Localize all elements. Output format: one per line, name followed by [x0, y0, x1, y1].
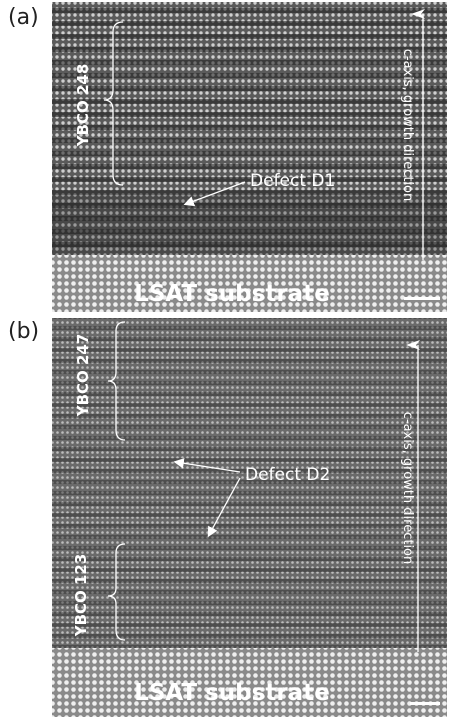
scale-bar: [410, 702, 440, 705]
panel-b: (b) YBCO 247 Defect D2 YBCO 123 c-axis, …: [8, 318, 447, 717]
defect-label: Defect D1: [250, 171, 335, 191]
axis-label: c-axis, growth direction: [400, 412, 415, 564]
panel-a: (a) YBCO 248 Defect D1 c-axis, growth di…: [8, 2, 447, 312]
substrate-label: LSAT substrate: [134, 281, 330, 307]
film-label: YBCO 248: [74, 64, 92, 148]
defect-label: Defect D2: [245, 465, 330, 485]
panel-label: (a): [8, 5, 39, 30]
scale-bar: [404, 297, 440, 300]
film-label: YBCO 123: [72, 554, 90, 638]
figure: (a) YBCO 248 Defect D1 c-axis, growth di…: [0, 0, 450, 717]
film-label: YBCO 247: [74, 334, 92, 418]
axis-label: c-axis, growth direction: [400, 49, 415, 201]
substrate-label: LSAT substrate: [134, 680, 330, 706]
panel-label: (b): [8, 319, 39, 344]
